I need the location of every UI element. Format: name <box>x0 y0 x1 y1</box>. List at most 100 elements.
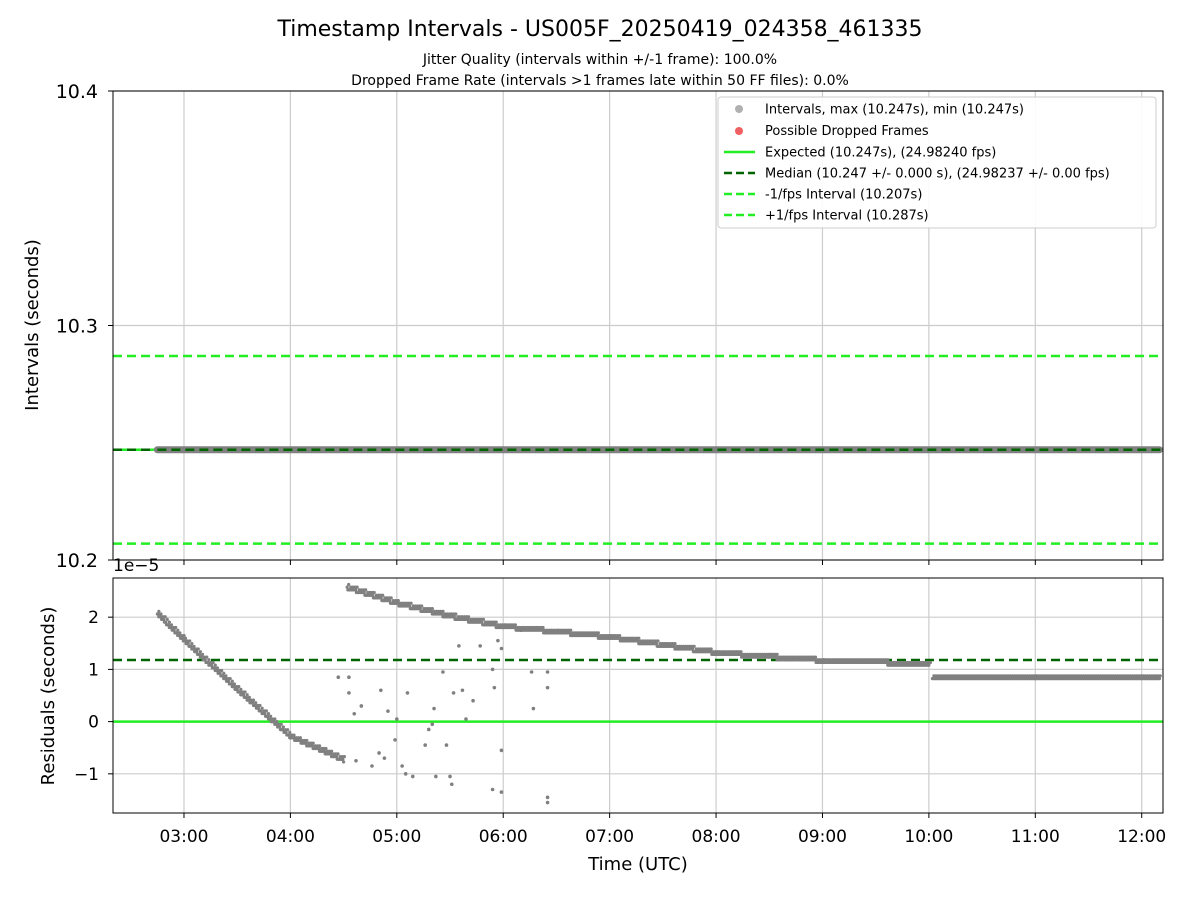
intervals-panel: 10.2 10.3 10.4 Intervals (seconds) Interva… <box>22 81 1164 572</box>
residual-point <box>617 636 622 640</box>
residual-point <box>272 720 276 724</box>
residual-point <box>162 617 166 622</box>
residuals-x-tick-label: 08:00 <box>692 827 741 847</box>
residual-point <box>329 752 333 756</box>
legend-label-median: Median (10.247 +/- 0.000 s), (24.98237 +… <box>765 167 1110 182</box>
residual-point <box>452 615 456 619</box>
residual-point <box>886 658 890 662</box>
residual-outlier-point <box>444 743 449 747</box>
legend-item-dropped: Possible Dropped Frames <box>735 124 929 139</box>
residual-point <box>407 604 412 608</box>
residual-outlier-point <box>434 774 438 779</box>
residuals-x-tick-label: 11:00 <box>1011 827 1060 847</box>
chart-subtitle-jitter: Jitter Quality (intervals within +/-1 fr… <box>422 52 777 68</box>
residuals-y-tick-label: 2 <box>88 608 99 628</box>
residual-point <box>279 722 283 726</box>
residual-point <box>174 625 178 630</box>
residual-point <box>927 663 931 667</box>
residuals-scale-label: 1e−5 <box>113 556 159 576</box>
residual-point <box>673 642 677 646</box>
residual-point <box>215 666 220 670</box>
residual-point <box>269 714 273 718</box>
residual-point <box>692 644 696 648</box>
intervals-y-tick-label: 10.2 <box>56 550 98 572</box>
residual-point <box>183 639 187 643</box>
residual-outlier-point <box>426 727 431 732</box>
residual-outlier-point <box>347 691 351 695</box>
residual-outlier-point <box>449 782 454 787</box>
residual-point <box>205 655 209 659</box>
residual-point <box>389 596 393 600</box>
residual-outlier-point <box>410 774 415 779</box>
residual-point <box>169 625 173 630</box>
residual-point <box>200 655 205 659</box>
residual-point <box>200 652 205 656</box>
residual-point <box>220 668 224 673</box>
residual-point <box>322 749 327 753</box>
residual-point <box>190 642 194 646</box>
residual-point <box>172 628 176 632</box>
residual-point <box>481 617 486 622</box>
residual-outlier-point <box>471 698 475 703</box>
residual-outlier-point <box>545 795 550 800</box>
intervals-y-axis-label: Intervals (seconds) <box>22 239 43 411</box>
legend-label-expected: Expected (10.247s), (24.98240 fps) <box>765 146 996 161</box>
residual-point <box>159 612 163 616</box>
residual-outlier-point <box>448 774 452 779</box>
residual-point <box>183 636 188 640</box>
residual-point <box>247 695 251 700</box>
residual-point <box>197 652 202 656</box>
residuals-y-axis-label: Residuals (seconds) <box>38 607 59 786</box>
residual-point <box>541 628 545 632</box>
residual-point <box>251 698 256 702</box>
residuals-x-tick-label: 10:00 <box>904 827 953 847</box>
residual-point <box>213 663 217 667</box>
chart-title: Timestamp Intervals - US005F_20250419_02… <box>276 17 922 42</box>
residuals-grid <box>113 578 1163 813</box>
legend-marker-dropped <box>735 127 743 135</box>
residual-point <box>176 628 180 632</box>
residual-outlier-point <box>405 691 410 695</box>
residual-point <box>189 644 193 648</box>
residual-outlier-point <box>464 717 468 721</box>
residual-point <box>198 650 202 654</box>
residual-point <box>739 652 743 656</box>
residual-point <box>440 612 444 616</box>
residual-point <box>196 647 200 651</box>
residual-point <box>342 754 346 759</box>
residual-point <box>441 609 445 613</box>
residual-point <box>266 711 271 716</box>
residual-point <box>186 642 190 646</box>
residual-point <box>192 647 196 651</box>
residual-point <box>396 601 400 605</box>
residual-point <box>317 746 321 751</box>
residual-point <box>203 658 207 662</box>
residual-point <box>281 728 285 732</box>
residual-outlier-point <box>386 709 390 713</box>
residual-point <box>691 647 695 651</box>
residual-point <box>210 663 214 667</box>
residual-point <box>221 674 225 678</box>
residual-point <box>251 701 255 705</box>
residual-point <box>259 709 263 713</box>
residuals-x-ticks: 03:00 04:00 05:00 06:00 07:00 08:00 09:00 10:00… <box>159 813 1166 847</box>
residual-point <box>409 601 413 605</box>
residual-point <box>739 650 743 654</box>
residual-point <box>1158 674 1162 678</box>
legend-marker-intervals <box>735 105 743 113</box>
residuals-reference-lines <box>113 658 1163 723</box>
residual-point <box>211 660 215 665</box>
legend-label-plus-fps: +1/fps Interval (10.287s) <box>765 209 929 224</box>
residual-outlier-point <box>423 743 427 747</box>
residual-point <box>218 671 222 675</box>
residual-point <box>371 593 375 597</box>
residual-outlier-point <box>379 688 383 693</box>
residual-outlier-point <box>531 706 536 711</box>
residuals-x-axis-label: Time (UTC) <box>587 854 688 875</box>
residual-point <box>192 644 196 648</box>
residual-point <box>281 725 285 729</box>
residual-point <box>347 582 351 587</box>
residual-point <box>206 660 210 665</box>
residual-outlier-point <box>490 787 495 792</box>
